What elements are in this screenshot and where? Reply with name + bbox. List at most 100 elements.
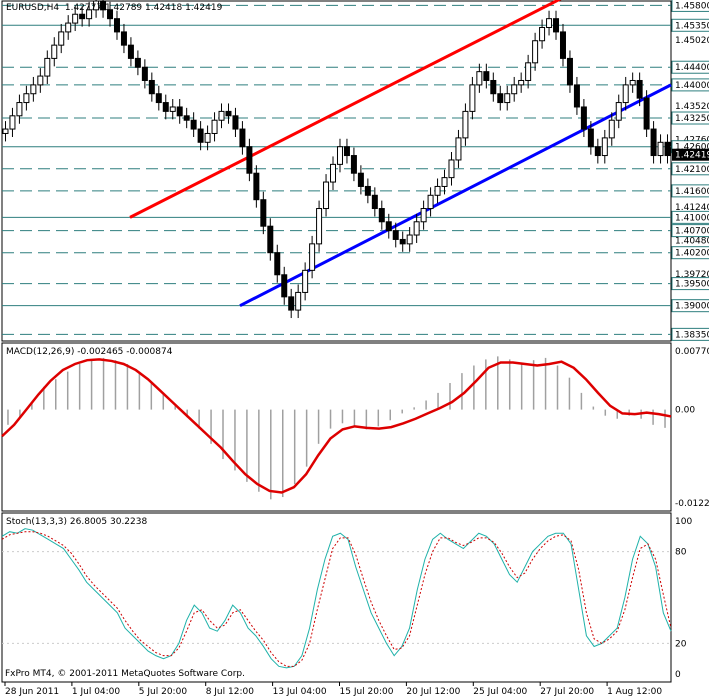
candle-body [65,22,72,33]
macd-scale-label: 0.00 [675,406,695,416]
level-price-box [671,162,709,176]
candle-body [302,269,309,293]
level-price-box [671,246,709,260]
candle-body [79,13,86,20]
candle-body [253,172,260,201]
candle-body [441,177,448,187]
candle-body [497,93,504,104]
candle-body [573,84,580,108]
symbol-timeframe: EURUSD,H4 [6,3,60,13]
candle-body [629,79,636,86]
candle-body [330,163,337,183]
candle-body [357,172,364,187]
price-label: 1.41000 [675,213,709,223]
candle-body [141,66,148,81]
level-price-box [671,0,709,12]
price-label: 1.39500 [675,280,709,290]
panel-frame-2 [1,512,672,683]
candle-body [469,84,476,112]
price-label: 1.41240 [675,203,709,213]
stochastic-panel [1,528,672,669]
level-price-box [671,184,709,198]
macd-scale-label: -0.012281 [675,499,709,509]
candle-body [511,84,518,95]
candle-body [176,106,183,117]
candle-body [392,230,399,240]
candle-body [218,110,225,121]
price-label: 1.42100 [675,165,709,175]
price-label: 1.41600 [675,187,709,197]
candle-body [525,62,532,81]
candle-body [51,44,58,59]
candle-body [483,71,490,81]
candle-body [58,31,65,46]
candle-body [385,221,392,232]
candle-body [162,102,169,112]
price-label: 1.39000 [675,302,709,312]
candle-body [44,57,51,77]
candle-body [650,128,657,157]
candle-body [636,79,643,99]
candle-body [127,44,134,59]
resistance-trendline [129,0,562,219]
candle-body [622,84,629,104]
candle-body [16,102,23,117]
stoch-scale-label: 100 [675,517,692,527]
level-price-box [671,327,709,341]
symbol-header: EURUSD,H4 1.42777 1.42789 1.42418 1.4241… [6,3,222,13]
candle-body [23,93,30,104]
current-price-label: 1.42419 [675,151,709,161]
price-label: 1.39720 [675,270,709,280]
candle-body [100,0,107,11]
time-axis: 28 Jun 2011 1 Jul 04:00 5 Jul 20:00 8 Jul 1… [4,682,662,697]
candle-body [183,115,190,121]
candle-body [323,181,330,210]
candle-body [350,155,357,174]
candle-body [204,132,211,143]
candle-body [336,146,343,165]
macd-panel [1,356,672,500]
candle-body [197,128,204,143]
candle-body [490,79,497,95]
candle-body [225,110,232,117]
candle-body [295,291,302,311]
time-label: 8 Jul 12:00 [206,687,255,697]
candle-body [664,141,671,157]
candle-body [448,159,455,179]
candle-body [476,71,483,86]
candle-body [107,9,114,20]
candle-body [288,296,295,311]
candle-body [86,9,93,20]
candle-body [120,31,127,46]
candle-body [406,234,413,245]
time-label: 13 Jul 04:00 [273,687,327,697]
candle-body [378,208,385,223]
level-price-box [671,224,709,238]
panel-frame-0 [1,0,672,342]
level-price-box [671,60,709,74]
candle-body [462,110,469,139]
candle-body [309,243,316,271]
candle-body [246,146,253,174]
current-price-box [672,148,709,161]
level-price-box [671,299,709,313]
candle-body [587,128,594,148]
candle-body [546,18,553,28]
candle-body [37,75,44,86]
price-label: 1.45800 [675,1,709,11]
candle-body [553,18,560,33]
panel-frame-1 [1,342,672,512]
candle-body [601,137,608,157]
time-label: 5 Jul 20:00 [139,687,188,697]
price-label: 1.45020 [675,36,709,46]
macd-label: MACD(12,26,9) -0.002465 -0.000874 [6,347,173,357]
candle-body [232,115,239,130]
candle-body [72,13,79,24]
candle-body [615,102,622,121]
price-axis: 1.45800 1.45350 1.45020 1.44400 1.44000 1.435… [671,0,709,680]
price-label: 1.44400 [675,63,709,73]
price-label: 1.43520 [675,102,709,112]
time-label: 1 Jul 04:00 [72,687,121,697]
level-lines [2,4,671,335]
